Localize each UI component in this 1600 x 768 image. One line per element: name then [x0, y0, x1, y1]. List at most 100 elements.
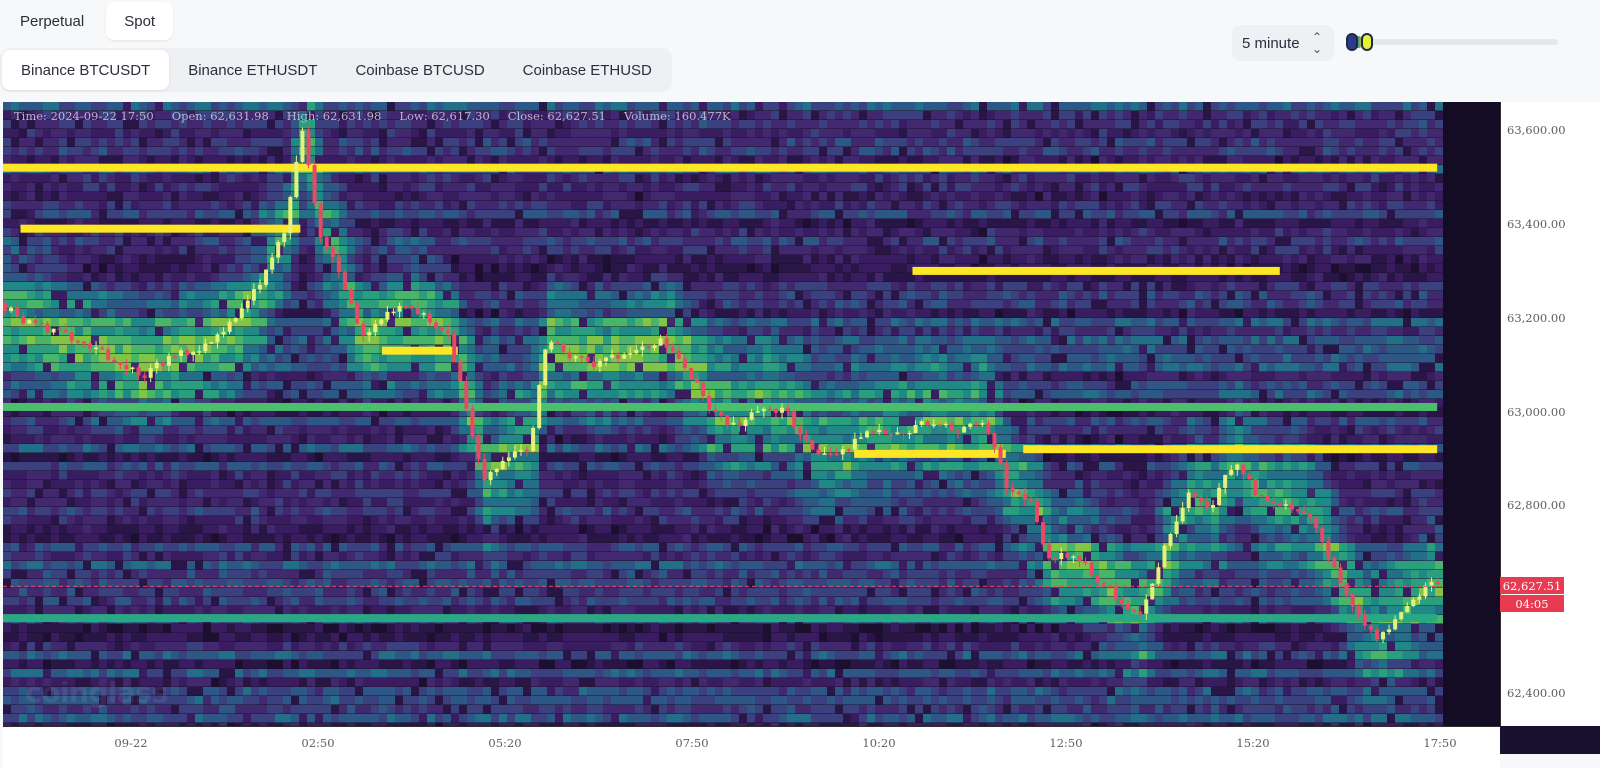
- heatmap-cell: [171, 462, 179, 471]
- tab-binance-btcusdt[interactable]: Binance BTCUSDT: [2, 50, 170, 90]
- heatmap-cell: [467, 129, 475, 138]
- heatmap-cell: [379, 705, 387, 714]
- heatmap-cell: [459, 282, 467, 291]
- heatmap-cell: [195, 462, 203, 471]
- heatmap-cell: [275, 651, 283, 660]
- interval-select[interactable]: 5 minute ⌃ ⌄: [1232, 25, 1334, 61]
- heatmap-cell: [147, 588, 155, 597]
- heatmap-cell: [283, 147, 291, 156]
- heatmap-cell: [243, 120, 251, 129]
- heatmap-cell: [499, 570, 507, 579]
- heatmap-cell: [43, 264, 51, 273]
- heatmap-cell: [83, 417, 91, 426]
- heatmap-cell: [307, 147, 315, 156]
- tab-spot[interactable]: Spot: [106, 2, 174, 40]
- slider-handle-min[interactable]: [1346, 33, 1358, 51]
- heatmap-cell: [195, 246, 203, 255]
- heatmap-cell: [99, 498, 107, 507]
- tab-binance-ethusdt[interactable]: Binance ETHUSDT: [188, 61, 318, 79]
- heatmap-cell: [491, 480, 499, 489]
- heatmap-cell: [523, 507, 531, 516]
- heatmap-cell: [563, 228, 571, 237]
- heatmap-cell: [123, 417, 131, 426]
- heatmap-cell: [523, 183, 531, 192]
- heatmap-cell: [67, 282, 75, 291]
- heatmap-cell: [499, 480, 507, 489]
- heatmap-cell: [147, 336, 155, 345]
- heatmap-cell: [91, 633, 99, 642]
- heatmap-cell: [131, 363, 139, 372]
- heatmap-cell: [43, 516, 51, 525]
- heatmap-cell: [507, 255, 515, 264]
- heatmap-cell: [139, 462, 147, 471]
- heatmap-cell: [195, 525, 203, 534]
- slider-handle-max[interactable]: [1361, 33, 1373, 51]
- heatmap-cell: [235, 534, 243, 543]
- heatmap-cell: [411, 462, 419, 471]
- heatmap-cell: [475, 138, 483, 147]
- heatmap-cell: [459, 219, 467, 228]
- heatmap-cell: [419, 444, 427, 453]
- heatmap-cell: [395, 309, 403, 318]
- heatmap-cell: [419, 588, 427, 597]
- heatmap-cell: [491, 471, 499, 480]
- heatmap-cell: [187, 462, 195, 471]
- heatmap-cell: [187, 309, 195, 318]
- heatmap-cell: [251, 687, 259, 696]
- heatmap-cell: [59, 192, 67, 201]
- heatmap-cell: [179, 660, 187, 669]
- heatmap-cell: [507, 318, 515, 327]
- heatmap-cell: [123, 237, 131, 246]
- color-range-slider[interactable]: [1346, 30, 1558, 54]
- heatmap-cell: [139, 273, 147, 282]
- heatmap-cell: [459, 390, 467, 399]
- heatmap-cell: [563, 516, 571, 525]
- tab-coinbase-ethusd[interactable]: Coinbase ETHUSD: [522, 61, 652, 79]
- heatmap-cell: [539, 237, 547, 246]
- heatmap-cell: [27, 120, 35, 129]
- heatmap-cell: [11, 138, 19, 147]
- heatmap-cell: [451, 552, 459, 561]
- heatmap-cell: [459, 705, 467, 714]
- heatmap-cell: [75, 696, 83, 705]
- heatmap-cell: [315, 282, 323, 291]
- heatmap-cell: [3, 444, 11, 453]
- heatmap-cell: [371, 516, 379, 525]
- heatmap-cell: [91, 471, 99, 480]
- tab-perpetual[interactable]: Perpetual: [20, 12, 85, 30]
- heatmap-cell: [499, 129, 507, 138]
- heatmap-cell: [91, 570, 99, 579]
- heatmap-cell: [411, 507, 419, 516]
- tab-coinbase-btcusd[interactable]: Coinbase BTCUSD: [355, 61, 485, 79]
- heatmap-cell: [235, 120, 243, 129]
- heatmap-cell: [323, 705, 331, 714]
- heatmap-cell: [291, 246, 299, 255]
- heatmap-cell: [547, 453, 555, 462]
- heatmap-cell: [179, 417, 187, 426]
- heatmap-cell: [419, 561, 427, 570]
- heatmap-cell: [419, 363, 427, 372]
- heatmap-canvas[interactable]: [3, 102, 1600, 754]
- heatmap-cell: [347, 219, 355, 228]
- heatmap-cell: [435, 552, 443, 561]
- heatmap-cell: [547, 390, 555, 399]
- heatmap-cell: [435, 453, 443, 462]
- heatmap-cell: [99, 678, 107, 687]
- heatmap-cell: [99, 201, 107, 210]
- heatmap-cell: [547, 327, 555, 336]
- heatmap-cell: [467, 255, 475, 264]
- slider-track[interactable]: [1346, 39, 1558, 45]
- heatmap-cell: [139, 336, 147, 345]
- heatmap-cell: [67, 210, 75, 219]
- heatmap-chart[interactable]: Time: 2024-09-22 17:50 Open: 62,631.98 H…: [3, 102, 1600, 754]
- heatmap-cell: [419, 552, 427, 561]
- heatmap-cell: [203, 453, 211, 462]
- heatmap-cell: [227, 381, 235, 390]
- heatmap-cell: [347, 525, 355, 534]
- heatmap-cell: [347, 354, 355, 363]
- heatmap-cell: [403, 246, 411, 255]
- heatmap-cell: [499, 201, 507, 210]
- heatmap-cell: [435, 525, 443, 534]
- heatmap-cell: [115, 363, 123, 372]
- heatmap-cell: [523, 345, 531, 354]
